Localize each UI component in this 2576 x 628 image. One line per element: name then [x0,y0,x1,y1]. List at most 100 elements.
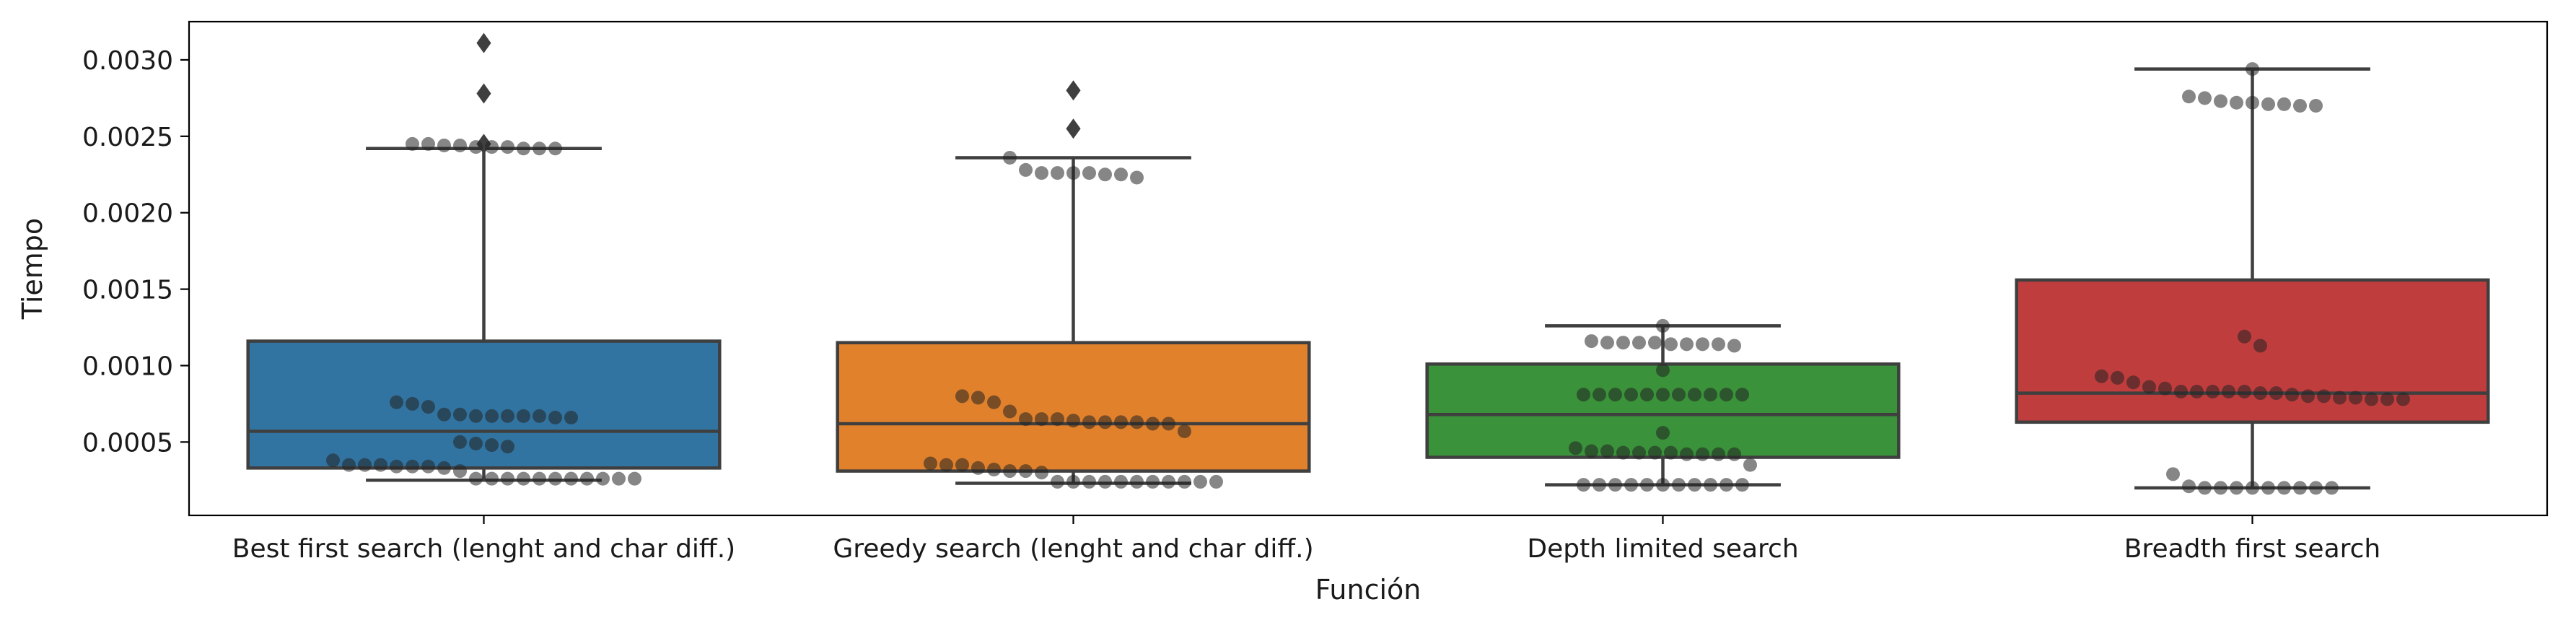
data-point [1066,166,1080,180]
data-point [2246,62,2259,77]
outlier-marker [476,83,491,104]
data-point [2396,392,2410,406]
data-point [1146,417,1160,431]
data-point [485,438,499,453]
data-point [1648,445,1662,460]
data-point [2198,481,2212,495]
data-point [1003,150,1017,165]
data-point [1743,458,1757,472]
data-point [548,410,562,424]
data-point [501,140,514,154]
data-point [1616,336,1630,350]
data-point [2214,94,2227,108]
data-point [955,389,969,404]
data-point [1130,415,1144,429]
data-point [1648,336,1662,350]
box-2 [836,341,1311,473]
data-point [1130,170,1144,185]
data-point [1051,166,1064,180]
data-point [1680,447,1694,461]
data-point [1616,445,1630,460]
data-point [1719,478,1733,492]
data-point [1672,478,1686,492]
data-point [1656,426,1670,440]
data-point [1003,404,1017,419]
data-point [1688,478,1701,492]
data-point [2230,481,2243,495]
data-point [596,471,610,486]
data-point [1146,474,1160,489]
data-point [2230,95,2243,110]
data-point [548,471,562,486]
data-point [2238,384,2251,398]
data-point [2349,391,2362,405]
data-point [1082,415,1096,429]
data-point [1656,318,1670,333]
data-point [469,409,483,423]
data-point [517,141,530,156]
data-point [342,458,356,472]
data-point [2246,95,2259,110]
data-point [437,407,451,422]
data-point [1632,445,1646,460]
data-point [1066,474,1080,489]
data-point [971,391,985,405]
data-point [1193,474,1207,489]
y-tick-label: 0.0025 [82,123,173,152]
data-point [1608,388,1622,402]
data-point [421,136,435,151]
data-point [517,409,530,423]
data-point [1672,388,1686,402]
data-point [2325,481,2339,495]
y-axis-label: Tiempo [17,218,48,320]
data-point [1696,447,1709,461]
data-point [501,471,514,486]
data-point [533,141,546,156]
data-point [1712,447,1725,461]
data-point [548,141,562,156]
data-point [1035,412,1048,427]
y-tick-label: 0.0005 [82,428,173,458]
data-point [2261,481,2275,495]
data-point [1114,167,1128,182]
data-point [1600,444,1614,458]
data-point [564,410,578,424]
data-point [1569,441,1582,455]
data-point [1082,166,1096,180]
data-point [2380,392,2394,406]
data-point [326,453,340,468]
data-point [453,139,467,153]
data-point [1178,424,1191,439]
data-point [1114,415,1128,429]
data-point [2142,380,2156,394]
data-point [2285,388,2299,402]
data-point [1696,337,1709,352]
data-point [1719,388,1733,402]
data-point [2277,481,2291,495]
data-point [2261,97,2275,111]
data-point [469,140,483,154]
data-point [2333,391,2347,405]
x-tick-label: Greedy search (lenght and char diff.) [833,534,1313,564]
points-layer [326,62,2410,495]
data-point [374,458,387,472]
data-point [2277,97,2291,111]
data-point [1051,474,1064,489]
data-point [1585,444,1598,458]
data-point [628,471,641,486]
data-point [1209,474,1223,489]
outlier-marker [1066,118,1081,139]
data-point [2293,98,2307,113]
y-axis: 0.0005 0.0010 0.0015 0.0020 0.0025 0.0030 [82,46,189,458]
data-point [1640,478,1654,492]
data-point [564,471,578,486]
data-point [1600,336,1614,350]
data-point [1082,474,1096,489]
data-point [2269,386,2283,401]
data-point [1051,412,1064,427]
data-point [1130,474,1144,489]
x-axis-label: Función [1315,574,1421,606]
data-point [1735,478,1749,492]
data-point [1019,464,1033,479]
outlier-marker [1066,80,1081,101]
